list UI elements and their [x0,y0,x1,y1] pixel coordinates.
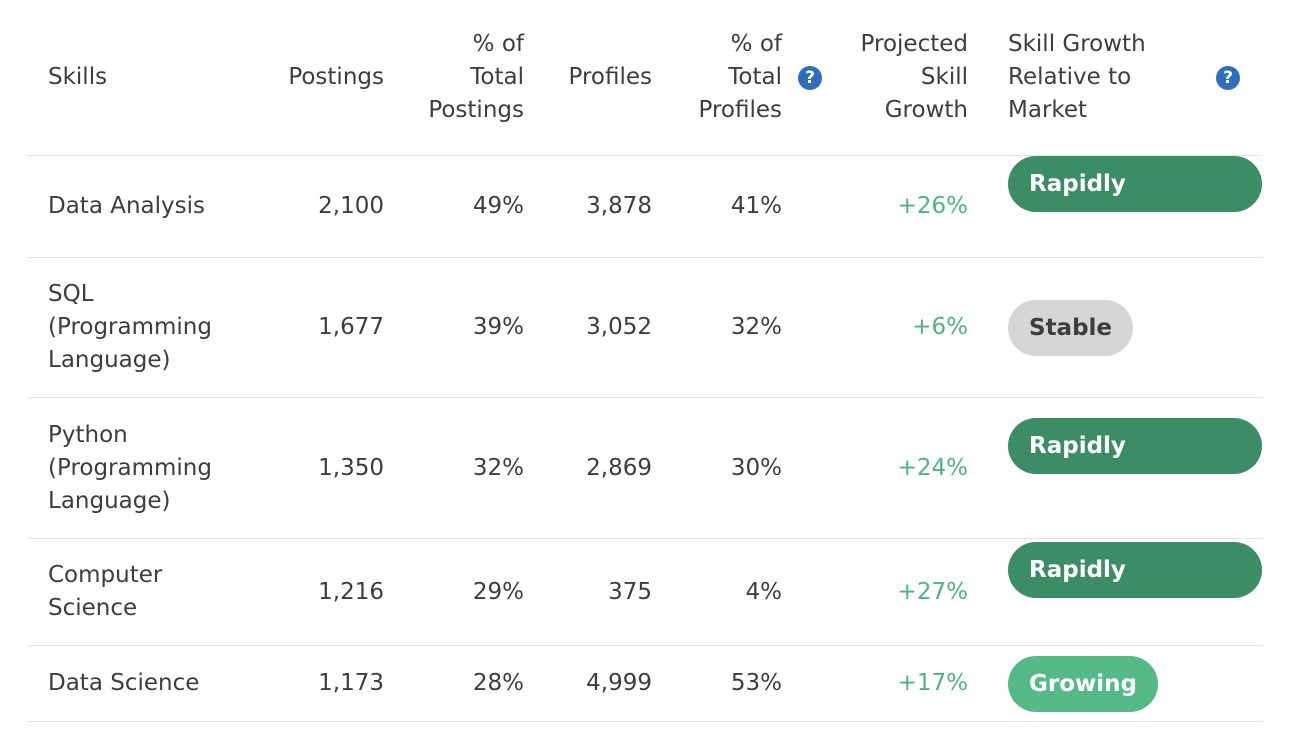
relative-growth-cell: Growing [968,645,1262,722]
header-projected-growth[interactable]: Projected Skill Growth [838,0,968,156]
skills-table-container: Skills Postings % of Total Postings Prof… [28,0,1262,722]
question-mark-icon[interactable]: ? [798,65,822,90]
status-badge: Growing [1008,655,1158,712]
relative-growth-cell: Rapidly Growing [968,155,1262,258]
profiles-help-cell: ? [782,0,838,156]
skill-name: Computer Science [28,538,228,646]
header-relative-growth[interactable]: Skill Growth Relative to Market ? [968,0,1262,156]
postings-cell: 1,677 [228,257,384,398]
table-row: SQL (Programming Language) 1,677 39% 3,0… [28,257,1262,398]
relative-growth-cell: Rapidly Growing [968,397,1262,539]
skill-line: Language) [48,487,171,514]
skill-name: Data Analysis [28,155,228,258]
status-badge: Rapidly Growing [1008,156,1262,253]
pct-postings-cell: 29% [384,538,524,646]
skill-line: SQL [48,281,94,307]
pct-profiles-cell: 30% [652,397,782,539]
postings-cell: 1,216 [228,538,384,646]
projected-growth-cell: +27% [838,538,968,646]
skill-line: Data Analysis [48,193,205,219]
header-line: Relative to [1008,64,1132,90]
relative-growth-cell: Rapidly Growing [968,538,1262,646]
header-line: Market [1008,97,1088,123]
table-row: Data Science 1,173 28% 4,999 53% +17% Gr… [28,645,1262,722]
postings-cell: 1,173 [228,645,384,722]
relative-growth-cell: Stable [968,257,1262,398]
projected-growth-cell: +26% [838,155,968,258]
pct-postings-cell: 28% [384,645,524,722]
status-badge: Rapidly Growing [1008,417,1262,515]
spacer-cell [782,397,838,539]
skill-line: Computer [48,562,163,588]
projected-growth-cell: +24% [838,397,968,539]
header-line: Skill [920,64,968,90]
pct-profiles-cell: 53% [652,645,782,722]
skill-name: Data Science [28,645,228,722]
spacer-cell [782,155,838,258]
skills-table: Skills Postings % of Total Postings Prof… [28,0,1262,722]
question-mark-icon[interactable]: ? [1216,65,1240,90]
table-row: Python (Programming Language) 1,350 32% … [28,397,1262,539]
projected-growth-cell: +17% [838,645,968,722]
skill-line: (Programming [48,454,212,481]
header-line: % of [472,31,524,57]
pct-postings-cell: 32% [384,397,524,539]
header-line: Growth [884,97,968,123]
status-badge: Stable [1008,299,1134,356]
spacer-cell [782,645,838,722]
profiles-cell: 4,999 [524,645,652,722]
spacer-cell [782,257,838,398]
header-pct-total-postings[interactable]: % of Total Postings [384,0,524,156]
header-line: % of [730,31,782,57]
header-skills[interactable]: Skills [28,0,228,156]
skill-line: (Programming [48,314,212,340]
skill-line: Data Science [48,670,200,696]
spacer-cell [782,538,838,646]
skill-line: Language) [48,347,171,373]
pct-profiles-cell: 41% [652,155,782,258]
skill-name: SQL (Programming Language) [28,257,228,398]
profiles-cell: 2,869 [524,397,652,539]
pct-postings-cell: 49% [384,155,524,258]
profiles-cell: 3,878 [524,155,652,258]
pct-profiles-cell: 32% [652,257,782,398]
skill-line: Science [48,595,138,621]
profiles-cell: 3,052 [524,257,652,398]
skill-name: Python (Programming Language) [28,397,228,539]
table-header: Skills Postings % of Total Postings Prof… [28,0,1262,156]
header-pct-total-profiles[interactable]: % of Total Profiles [652,0,782,156]
table-body: Data Analysis 2,100 49% 3,878 41% +26% R… [28,155,1262,722]
header-line: Skill Growth [1008,31,1146,57]
table-row: Computer Science 1,216 29% 375 4% +27% R… [28,538,1262,646]
header-line: Profiles [698,97,783,123]
header-postings[interactable]: Postings [228,0,384,156]
header-relative-text: Skill Growth Relative to Market [1008,28,1146,127]
postings-cell: 1,350 [228,397,384,539]
profiles-cell: 375 [524,538,652,646]
table-row: Data Analysis 2,100 49% 3,878 41% +26% R… [28,155,1262,258]
header-line: Postings [428,97,524,123]
status-badge: Rapidly Growing [1008,541,1262,639]
header-line: Projected [860,31,968,57]
header-line: Total [470,64,524,90]
skill-line: Python [48,421,128,448]
pct-postings-cell: 39% [384,257,524,398]
header-profiles[interactable]: Profiles [524,0,652,156]
pct-profiles-cell: 4% [652,538,782,646]
header-line: Total [728,64,782,90]
postings-cell: 2,100 [228,155,384,258]
projected-growth-cell: +6% [838,257,968,398]
